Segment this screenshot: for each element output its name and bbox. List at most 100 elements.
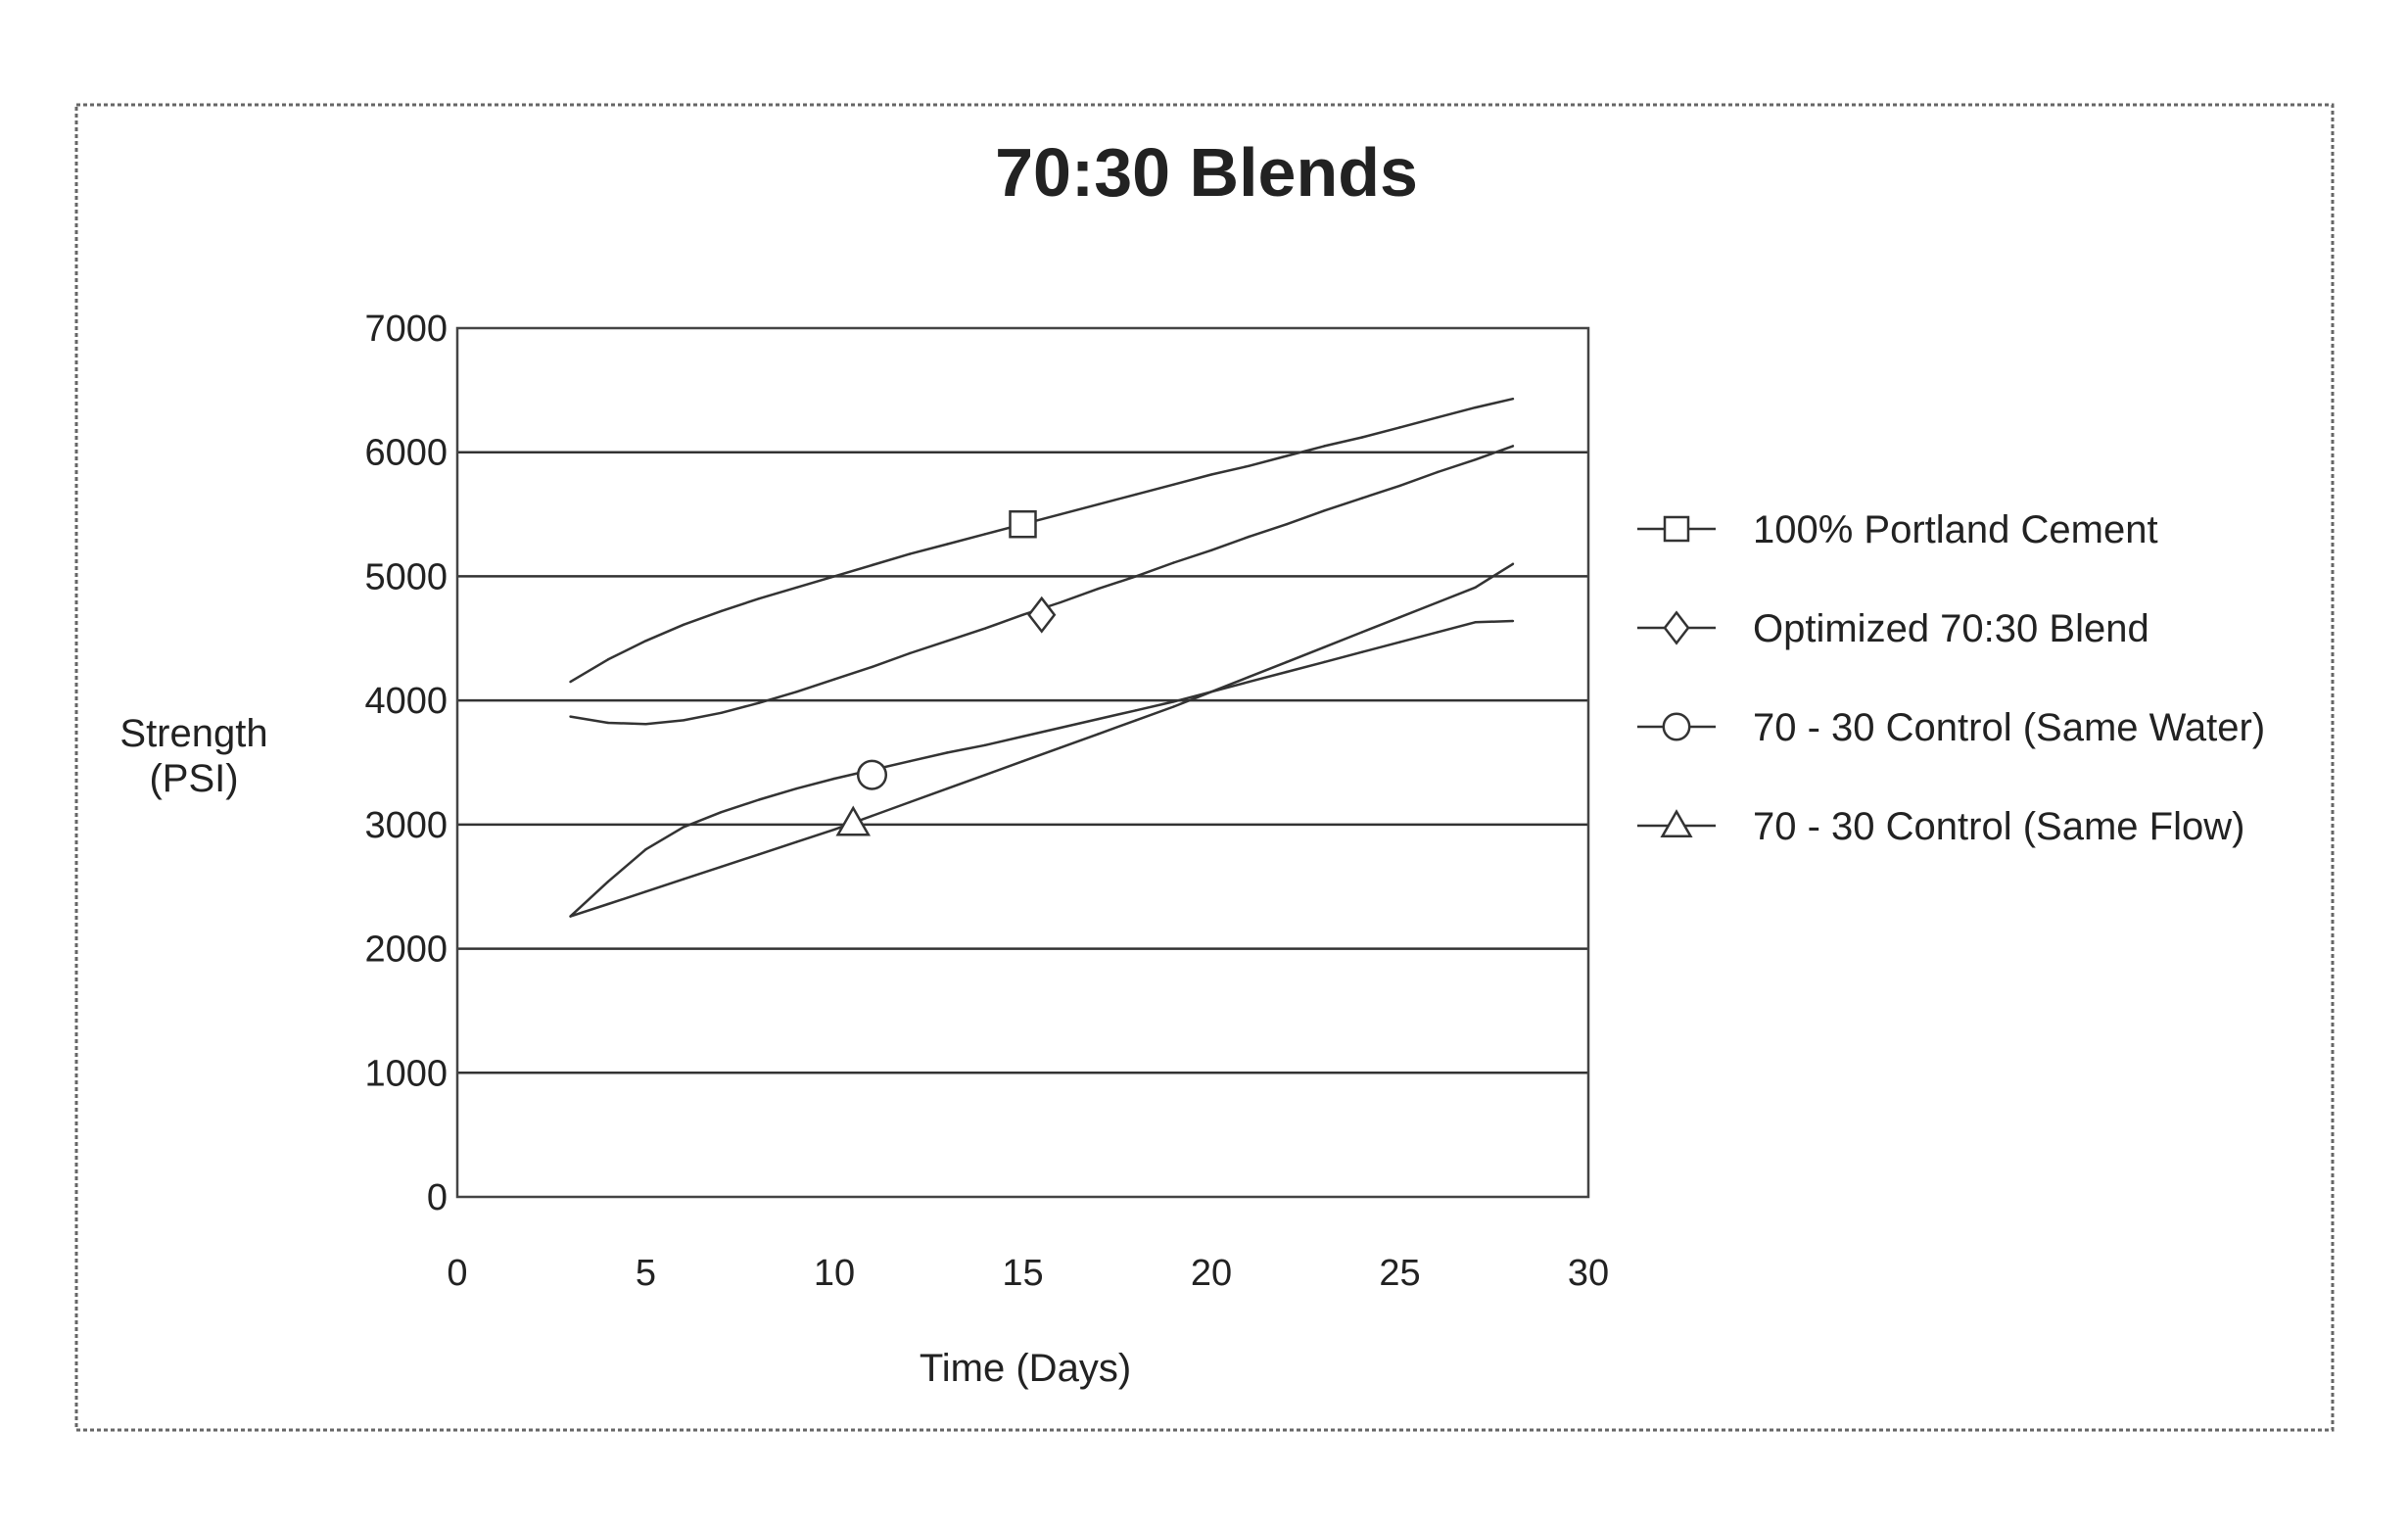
- data-point: [833, 778, 835, 780]
- data-point: [1210, 691, 1212, 692]
- data-point: [1437, 416, 1439, 418]
- data-point: [871, 815, 873, 817]
- data-point: [909, 801, 911, 803]
- data-point: [644, 890, 646, 892]
- data-point: [833, 829, 835, 831]
- data-point: [644, 640, 646, 642]
- data-point: [644, 848, 646, 850]
- data-point: [1286, 523, 1288, 525]
- data-point: [720, 811, 722, 813]
- series-marker-circle: [858, 761, 886, 789]
- data-point: [909, 760, 911, 762]
- legend-entry: 70 - 30 Control (Same Flow): [1637, 805, 2244, 848]
- data-point: [1172, 483, 1174, 485]
- data-point: [683, 878, 685, 880]
- data-point: [1172, 561, 1174, 563]
- data-point: [1060, 513, 1062, 515]
- x-tick-label: 20: [1191, 1253, 1232, 1294]
- data-point: [720, 866, 722, 868]
- data-point: [644, 723, 646, 725]
- x-tick-label: 25: [1379, 1253, 1420, 1294]
- data-point: [833, 678, 835, 680]
- legend-entry: 100% Portland Cement: [1637, 508, 2158, 551]
- data-point: [984, 533, 986, 535]
- chart-title: 70:30 Blends: [995, 134, 1418, 211]
- data-point: [1021, 760, 1023, 762]
- data-point: [1060, 727, 1062, 729]
- data-point: [1474, 458, 1476, 460]
- legend-entry: 70 - 30 Control (Same Water): [1637, 706, 2265, 749]
- legend-entry: Optimized 70:30 Blend: [1637, 607, 2149, 650]
- legend-label: 70 - 30 Control (Same Water): [1753, 706, 2265, 749]
- data-point: [871, 666, 873, 668]
- data-point: [1097, 588, 1099, 590]
- legend-label: 100% Portland Cement: [1753, 508, 2158, 551]
- data-point: [758, 853, 760, 855]
- data-point: [1286, 671, 1288, 673]
- data-point: [1021, 614, 1023, 616]
- legend-label: Optimized 70:30 Blend: [1753, 607, 2149, 650]
- series-line: [571, 399, 1514, 682]
- data-point: [1361, 651, 1363, 653]
- data-point: [946, 751, 948, 753]
- data-point: [720, 610, 722, 612]
- legend-marker-diamond: [1665, 612, 1688, 643]
- data-point: [1172, 705, 1174, 707]
- data-point: [607, 903, 609, 905]
- y-tick-label: 6000: [364, 433, 448, 474]
- y-tick-label: 0: [427, 1177, 448, 1218]
- data-point: [1135, 575, 1137, 577]
- data-point: [1060, 601, 1062, 603]
- data-point: [1474, 621, 1476, 623]
- legend-marker-triangle: [1663, 812, 1691, 836]
- x-tick-label: 10: [814, 1253, 855, 1294]
- data-point: [1210, 473, 1212, 475]
- data-point: [720, 712, 722, 714]
- data-point: [1512, 445, 1514, 447]
- data-point: [569, 915, 571, 917]
- data-point: [795, 787, 797, 789]
- data-point: [1135, 719, 1137, 721]
- x-tick-label: 15: [1002, 1253, 1043, 1294]
- data-point: [1323, 645, 1325, 647]
- series-circle: [569, 620, 1514, 918]
- data-point: [1097, 718, 1099, 720]
- data-point: [1474, 587, 1476, 589]
- data-point: [871, 564, 873, 566]
- data-point: [909, 652, 911, 654]
- data-point: [1172, 700, 1174, 702]
- data-point: [1286, 661, 1288, 663]
- data-point: [1361, 436, 1363, 438]
- series-layer: [569, 398, 1514, 918]
- data-point: [984, 774, 986, 776]
- x-tick-label: 5: [636, 1253, 656, 1294]
- data-point: [1323, 445, 1325, 447]
- data-point: [1248, 536, 1250, 538]
- y-tick-label: 7000: [364, 309, 448, 350]
- data-point: [1437, 471, 1439, 473]
- data-point: [683, 826, 685, 828]
- data-point: [795, 587, 797, 589]
- data-point: [1512, 398, 1514, 400]
- data-point: [946, 787, 948, 789]
- data-point: [1323, 509, 1325, 511]
- data-point: [984, 744, 986, 746]
- data-point: [1437, 631, 1439, 633]
- data-point: [758, 798, 760, 800]
- x-tick-label: 30: [1568, 1253, 1609, 1294]
- series-line: [571, 621, 1514, 917]
- legend-marker-circle: [1664, 714, 1689, 739]
- data-point: [1248, 681, 1250, 683]
- series-line: [571, 446, 1514, 724]
- data-point: [1398, 641, 1400, 643]
- data-point: [1512, 563, 1514, 565]
- series-marker-square: [1011, 511, 1036, 537]
- data-point: [795, 840, 797, 842]
- data-point: [1135, 709, 1137, 711]
- x-tick-label: 0: [447, 1253, 467, 1294]
- data-point: [984, 627, 986, 629]
- data-point: [758, 701, 760, 703]
- data-point: [1398, 426, 1400, 428]
- y-tick-labels: 01000200030004000500060007000: [364, 309, 448, 1218]
